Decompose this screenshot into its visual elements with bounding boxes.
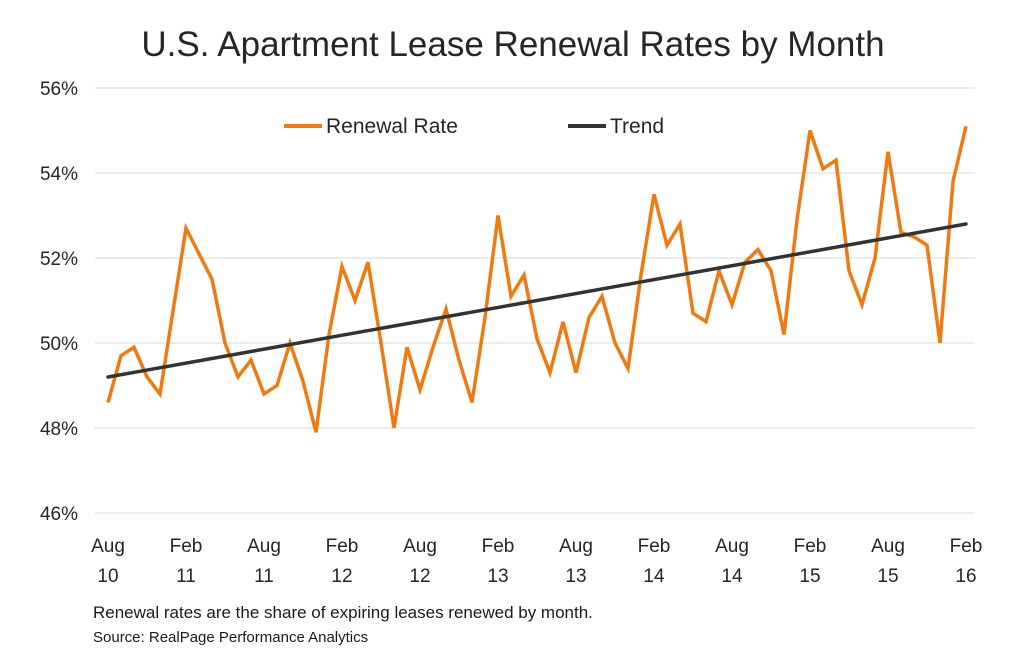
x-tick-label: Feb [482, 536, 515, 557]
y-tick-label: 54% [40, 164, 78, 185]
x-tick-label: 12 [331, 566, 352, 587]
x-tick-label: Aug [715, 536, 749, 557]
x-tick-label: 14 [643, 566, 665, 587]
y-tick-label: 46% [40, 504, 78, 525]
source-note: Source: RealPage Performance Analytics [93, 629, 368, 646]
x-tick-label: 16 [955, 566, 976, 587]
legend: Renewal Rate Trend [284, 115, 664, 138]
x-tick-label: 15 [877, 566, 898, 587]
legend-label-renewal: Renewal Rate [326, 115, 458, 138]
x-tick-label: 11 [254, 566, 274, 587]
x-tick-label: Aug [871, 536, 905, 557]
x-tick-label: Aug [559, 536, 593, 557]
x-tick-label: 14 [721, 566, 743, 587]
y-tick-label: 48% [40, 419, 78, 440]
x-tick-label: Feb [638, 536, 671, 557]
x-tick-label: Feb [326, 536, 359, 557]
x-tick-label: Feb [794, 536, 827, 557]
x-tick-label: Feb [950, 536, 983, 557]
x-tick-label: 13 [487, 566, 508, 587]
legend-label-trend: Trend [610, 115, 664, 138]
x-tick-label: Aug [247, 536, 281, 557]
renewal-rate-line [106, 125, 968, 433]
x-tick-label: 15 [799, 566, 820, 587]
x-tick-label: 11 [176, 566, 196, 587]
y-tick-label: 56% [40, 79, 78, 100]
x-tick-label: 13 [565, 566, 586, 587]
x-tick-label: Feb [170, 536, 203, 557]
chart-title: U.S. Apartment Lease Renewal Rates by Mo… [141, 25, 884, 64]
trend-line [106, 222, 968, 379]
y-tick-label: 52% [40, 249, 78, 270]
x-tick-label: Aug [91, 536, 125, 557]
x-tick-label: 12 [409, 566, 430, 587]
x-tick-label: 10 [97, 566, 118, 587]
footnote: Renewal rates are the share of expiring … [93, 603, 593, 622]
y-tick-label: 50% [40, 334, 78, 355]
x-tick-label: Aug [403, 536, 437, 557]
